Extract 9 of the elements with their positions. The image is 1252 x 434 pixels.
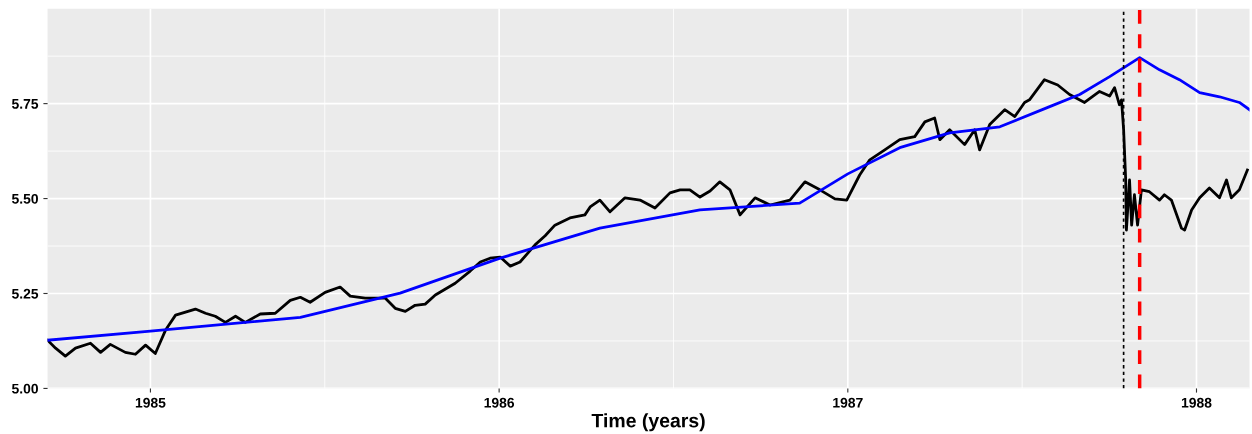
x-tick-label: 1986 xyxy=(484,397,515,408)
y-tick-label: 5.25 xyxy=(11,288,39,299)
x-tick-label: 1987 xyxy=(833,397,863,408)
y-tick-label: 5.75 xyxy=(11,99,39,109)
y-tick-label: 5.50 xyxy=(11,193,38,204)
y-tick-label: 5.00 xyxy=(11,383,38,394)
x-tick-label: 1985 xyxy=(135,397,166,408)
x-tick-label: 1988 xyxy=(1181,397,1212,408)
x-axis-title: Time (years) xyxy=(591,413,705,432)
